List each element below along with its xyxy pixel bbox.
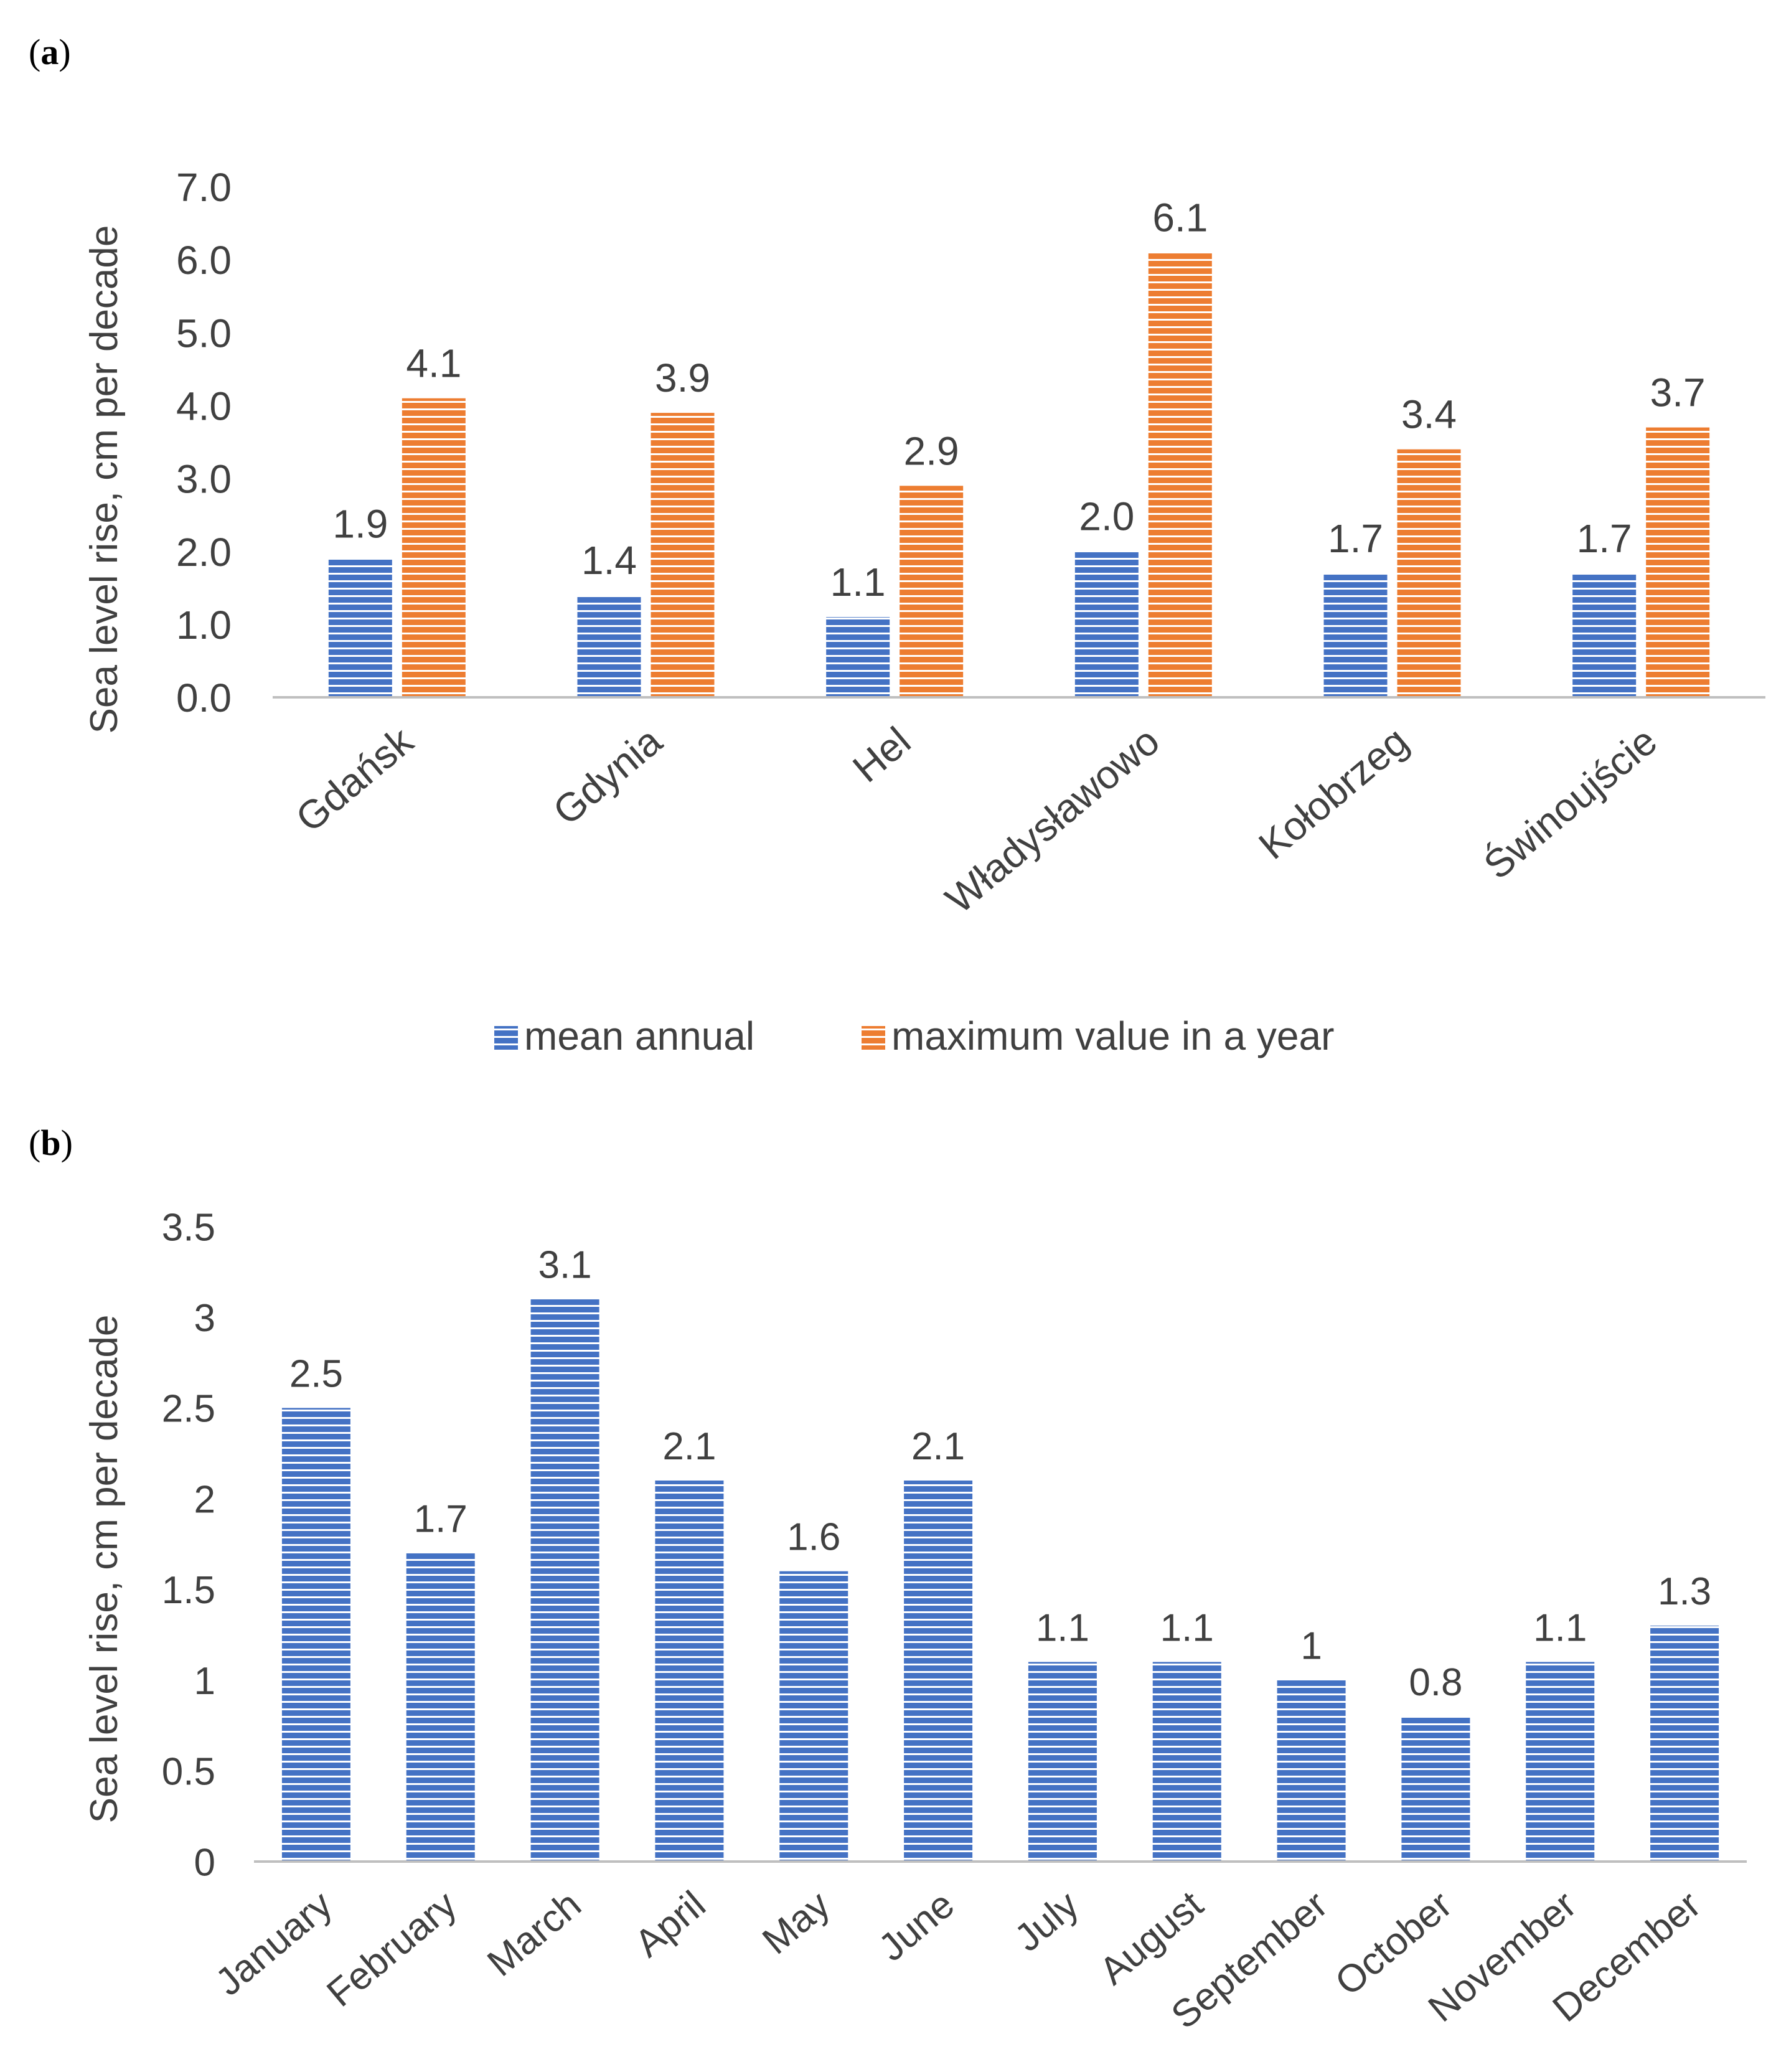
y-tick-label-b: 0.5 [162,1751,215,1794]
bar-maximum-value-in-a-year-swinoujscie [1646,427,1710,697]
value-label-maximum-value-in-a-year-hel: 2.9 [904,428,959,473]
value-label-series-january: 2.5 [289,1352,343,1395]
bar-maximum-value-in-a-year-wladyslawowo [1148,252,1212,697]
value-label-maximum-value-in-a-year-kolobrzeg: 3.4 [1401,392,1457,437]
bar-maximum-value-in-a-year-gdansk [402,398,466,697]
x-tick-label-july: July [1007,1883,1087,1960]
value-label-mean-annual-swinoujscie: 1.7 [1577,516,1632,561]
bar-series-december [1650,1626,1719,1862]
y-tick-label-b: 3 [194,1297,215,1340]
x-tick-label-august: August [1092,1883,1211,1993]
y-tick-label-b: 3.5 [162,1206,215,1249]
value-label-series-october: 0.8 [1409,1661,1462,1704]
y-axis-label-a: Sea level rise, cm per decade [83,225,126,734]
y-tick-label-a: 2.0 [176,530,232,575]
legend-label-maximum: maximum value in a year [891,1014,1334,1058]
x-tick-label-gdynia: Gdynia [545,718,670,834]
y-tick-label-a: 1.0 [176,603,232,648]
legend-a: mean annual maximum value in a year [494,1014,1334,1058]
y-tick-label-a: 3.0 [176,457,232,502]
value-label-series-april: 2.1 [662,1425,716,1468]
value-label-series-november: 1.1 [1533,1606,1587,1649]
bar-maximum-value-in-a-year-kolobrzeg [1397,449,1461,697]
bar-maximum-value-in-a-year-gdynia [651,413,715,697]
value-label-maximum-value-in-a-year-wladyslawowo: 6.1 [1152,195,1208,240]
value-label-maximum-value-in-a-year-swinoujscie: 3.7 [1650,370,1706,415]
bar-mean-annual-kolobrzeg [1323,573,1388,697]
value-label-mean-annual-hel: 1.1 [830,560,886,605]
legend-label-mean-annual: mean annual [524,1014,754,1058]
value-labels-a: 1.9 4.1 1.4 3.9 1.1 2.9 2.0 6.1 1.7 3.4 1.7 3.7 [332,195,1705,605]
y-tick-label-a: 4.0 [176,384,232,428]
bar-series-april [655,1481,724,1862]
x-tick-label-april: April [627,1883,713,1966]
value-label-series-december: 1.3 [1658,1570,1711,1613]
value-label-mean-annual-gdansk: 1.9 [332,501,388,546]
panel-label-a: (a) [29,32,71,72]
value-label-series-august: 1.1 [1160,1606,1214,1649]
value-labels-b: 2.5 1.7 3.1 2.1 1.6 2.1 1.1 1.1 1 0.8 1.1 1.3 [289,1244,1711,1704]
value-label-series-may: 1.6 [787,1516,840,1559]
legend-swatch-mean-annual [494,1026,518,1050]
bar-mean-annual-gdansk [328,558,392,697]
y-tick-label-a: 5.0 [176,311,232,356]
bar-series-october [1401,1716,1470,1862]
bar-mean-annual-swinoujscie [1572,573,1637,697]
value-label-series-july: 1.1 [1036,1606,1089,1649]
x-tick-label-gdansk: Gdańsk [288,718,422,841]
y-ticks-b: 0 0.5 1 1.5 2 2.5 3 3.5 [162,1206,215,1884]
y-tick-label-b: 2 [194,1478,215,1521]
bar-series-july [1028,1662,1097,1862]
x-tick-label-swinoujscie: Świnoujście [1475,718,1665,888]
x-tick-label-wladyslawowo: Władysławowo [937,718,1168,922]
bar-series-august [1152,1662,1221,1862]
y-tick-label-a: 0.0 [176,676,232,720]
y-tick-label-b: 0 [194,1841,215,1884]
y-axis-label-b: Sea level rise, cm per decade [83,1315,126,1824]
bar-mean-annual-gdynia [577,595,641,697]
bar-series-november [1526,1662,1595,1862]
y-tick-label-b: 2.5 [162,1388,215,1431]
x-tick-label-kolobrzeg: Kołobrzeg [1250,718,1416,868]
panel-label-b: (b) [29,1123,73,1163]
x-ticks-a: Gdańsk Gdynia Hel Władysławowo Kołobrzeg Świn… [288,718,1666,922]
bars-a [328,252,1710,697]
y-tick-label-a: 6.0 [176,238,232,283]
y-tick-label-a: 7.0 [176,165,232,210]
value-label-series-september: 1 [1300,1625,1322,1668]
x-tick-label-january: January [208,1883,341,2004]
bar-series-may [779,1571,848,1862]
x-tick-label-may: May [754,1883,838,1962]
chart-b: (b) Sea level rise, cm per decade 0 0.5 1 1… [29,1123,1747,2037]
bar-series-march [530,1299,599,1862]
bar-series-january [281,1408,350,1862]
value-label-series-june: 2.1 [911,1425,965,1468]
x-tick-label-february: February [319,1883,464,2015]
value-label-mean-annual-gdynia: 1.4 [581,538,637,583]
x-tick-label-march: March [479,1883,589,1985]
value-label-series-february: 1.7 [414,1498,467,1541]
bar-series-february [406,1553,475,1862]
bar-mean-annual-hel [826,617,890,697]
chart-a: (a) Sea level rise, cm per decade 0.0 1.0… [29,32,1765,1058]
y-tick-label-b: 1 [194,1660,215,1703]
y-ticks-a: 0.0 1.0 2.0 3.0 4.0 5.0 6.0 7.0 [176,165,232,720]
value-label-series-march: 3.1 [538,1244,591,1287]
bar-series-june [904,1481,973,1862]
value-label-maximum-value-in-a-year-gdynia: 3.9 [655,356,710,400]
bars-b [281,1299,1719,1862]
x-tick-label-hel: Hel [844,718,919,791]
value-label-maximum-value-in-a-year-gdansk: 4.1 [406,341,461,386]
x-tick-label-june: June [871,1883,962,1969]
legend-swatch-maximum [862,1026,885,1050]
bar-series-september [1277,1680,1346,1862]
y-tick-label-b: 1.5 [162,1569,215,1612]
bar-maximum-value-in-a-year-hel [900,486,964,697]
bar-mean-annual-wladyslawowo [1074,551,1139,697]
value-label-mean-annual-kolobrzeg: 1.7 [1328,516,1383,561]
value-label-mean-annual-wladyslawowo: 2.0 [1079,494,1134,539]
